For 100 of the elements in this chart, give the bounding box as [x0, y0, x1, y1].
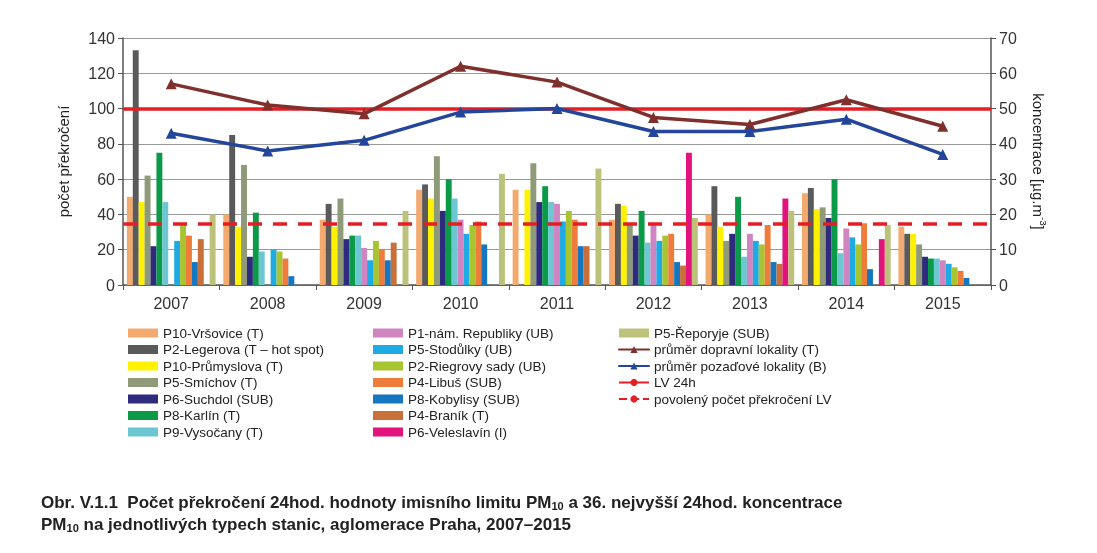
y2-axis-title: koncentrace [µg.m-3]: [1030, 93, 1049, 230]
legend-label: P8-Karlín (T): [163, 408, 241, 423]
bar: [741, 256, 747, 285]
bar: [390, 242, 397, 285]
bar: [855, 244, 862, 285]
y-tick-label: 80: [97, 135, 116, 153]
bar: [723, 240, 730, 285]
bar: [416, 189, 423, 285]
point: [165, 127, 177, 139]
bar: [861, 223, 868, 285]
bar: [138, 202, 145, 285]
point: [647, 111, 659, 123]
y-axis-title: počet překročení: [55, 104, 72, 218]
bar: [813, 209, 820, 285]
point: [262, 99, 274, 111]
bar: [439, 210, 446, 285]
bar: [457, 219, 464, 285]
legend-label: P9-Vysočany (T): [163, 424, 264, 440]
bar: [650, 225, 657, 285]
bar: [945, 263, 952, 285]
y2-tick-label: 70: [999, 29, 1017, 47]
point: [551, 103, 563, 115]
bar: [367, 260, 373, 285]
bar: [536, 202, 543, 285]
bar: [144, 175, 151, 285]
bar: [554, 203, 560, 285]
legend-label: P6-Suchdol (SUB): [163, 391, 274, 407]
bar: [674, 262, 681, 285]
x-tick-label: 2007: [153, 294, 190, 312]
legend-label: P2-Legerova (T – hot spot): [163, 342, 325, 357]
y2-tick-label: 60: [999, 64, 1017, 82]
y2-tick-label: 10: [999, 241, 1017, 259]
bar: [241, 165, 247, 285]
legend-label: P5-Smíchov (T): [163, 375, 258, 390]
y-tick-label: 60: [97, 170, 116, 188]
legend-label: P6-Veleslavín (I): [408, 424, 508, 440]
bar: [372, 240, 379, 285]
bar: [609, 219, 615, 285]
bar: [632, 235, 639, 285]
bar: [951, 267, 958, 285]
bar: [499, 173, 505, 285]
bar: [884, 225, 891, 285]
legend-label: P4-Braník (T): [408, 408, 490, 423]
bar: [939, 260, 946, 285]
bar: [162, 202, 169, 285]
bar: [156, 152, 163, 285]
bar: [927, 258, 934, 285]
bar: [729, 233, 736, 285]
bar: [691, 217, 698, 285]
point: [262, 145, 274, 157]
bar: [595, 168, 602, 285]
bar: [384, 260, 391, 285]
bar: [542, 186, 549, 285]
y-tick-label: 100: [88, 100, 116, 118]
bar: [197, 239, 204, 285]
bar: [174, 240, 181, 285]
y-tick-label: 40: [97, 205, 116, 223]
x-tick-label: 2010: [442, 294, 479, 312]
bar: [752, 240, 759, 285]
bar: [782, 198, 789, 285]
bar: [898, 226, 905, 285]
bar: [433, 156, 440, 285]
bar: [571, 219, 578, 285]
bar: [963, 277, 970, 285]
bar: [126, 196, 133, 285]
legend-label: P10-Vršovice (T): [163, 325, 264, 341]
x-tick-label: 2015: [924, 294, 961, 312]
bar: [788, 210, 795, 285]
y-tick-label: 120: [88, 64, 116, 82]
point: [358, 134, 370, 146]
bar: [270, 249, 277, 285]
bar: [770, 262, 777, 285]
point: [840, 94, 852, 106]
bar: [191, 262, 198, 285]
point: [455, 106, 467, 118]
legend-label: průměr dopravní lokality (T): [654, 342, 820, 357]
bar: [223, 214, 230, 285]
y2-tick-label: 30: [999, 170, 1017, 188]
bar: [530, 163, 537, 285]
bar: [180, 225, 187, 285]
bar: [638, 210, 645, 285]
bar: [837, 253, 844, 285]
bar: [849, 237, 856, 285]
legend-label: průměr pozaďové lokality (B): [654, 358, 827, 374]
bar: [235, 226, 242, 285]
bar: [668, 233, 675, 285]
y-tick-label: 140: [88, 29, 116, 47]
legend-label: P1-nám. Republiky (UB): [408, 325, 554, 341]
bar: [428, 198, 434, 285]
bar: [548, 202, 555, 285]
bar: [801, 193, 808, 285]
bar: [758, 244, 765, 285]
legend-label: P2-Riegrovy sady (UB): [408, 358, 547, 374]
bar: [209, 214, 216, 285]
bar: [258, 251, 265, 285]
bar: [583, 246, 590, 285]
x-tick-label: 2013: [732, 294, 768, 312]
bar: [337, 198, 344, 285]
bar: [343, 239, 350, 285]
point: [358, 108, 370, 120]
